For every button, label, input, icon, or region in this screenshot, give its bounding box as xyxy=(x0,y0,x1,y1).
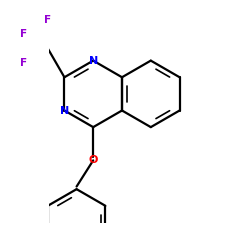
Text: F: F xyxy=(20,58,27,68)
Text: F: F xyxy=(44,15,51,25)
Text: O: O xyxy=(88,155,98,166)
Text: N: N xyxy=(60,106,69,116)
Text: F: F xyxy=(20,29,27,39)
Text: N: N xyxy=(88,56,98,66)
